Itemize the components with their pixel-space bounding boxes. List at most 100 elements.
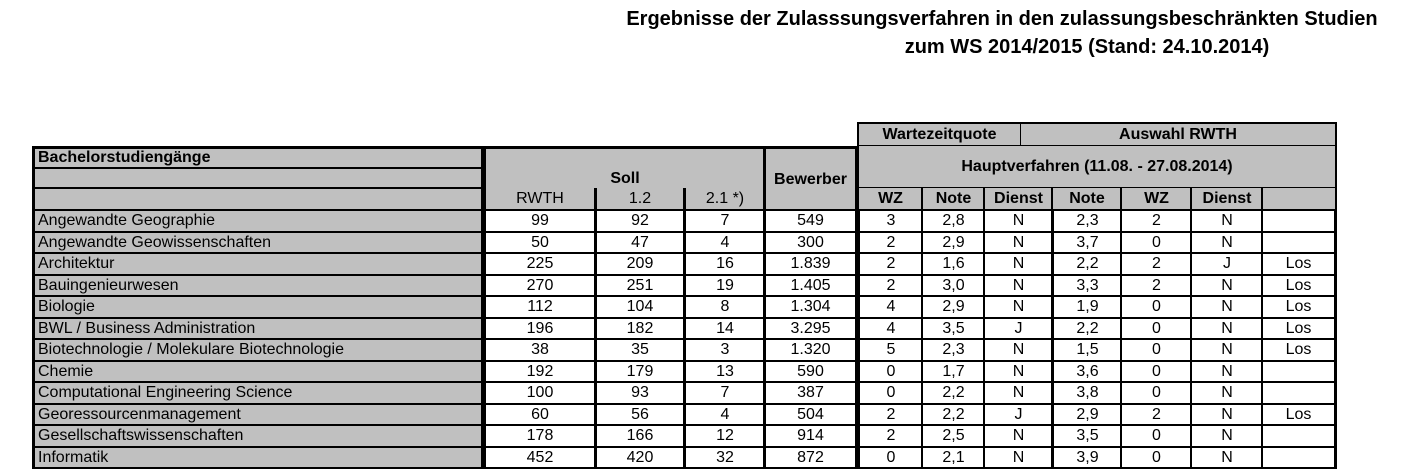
cell-dienst2: N (1190, 211, 1262, 233)
cell-q12: 93 (594, 383, 683, 405)
cell-dienst1: N (983, 297, 1052, 319)
cell-dienst2: N (1190, 362, 1262, 383)
cell-wz1: 2 (857, 426, 922, 448)
cell-q12: 209 (594, 254, 683, 276)
cell-los (1261, 426, 1337, 448)
cell-los (1261, 362, 1337, 383)
row-name: Chemie (32, 362, 484, 383)
cell-wz1: 0 (857, 383, 922, 405)
cell-q21: 8 (683, 297, 764, 319)
cell-wz1: 2 (857, 254, 922, 276)
cell-los: Los (1261, 319, 1337, 340)
row-name: Biologie (32, 297, 484, 319)
cell-note2: 1,5 (1051, 340, 1121, 362)
cell-bewerber: 549 (763, 211, 858, 233)
cell-dienst1: N (983, 340, 1052, 362)
hauptverfahren-header: Hauptverfahren (11.08. - 27.08.2014) (857, 146, 1337, 189)
cell-rwth: 38 (483, 340, 594, 362)
cell-wz1: 2 (857, 405, 922, 426)
cell-dienst2: N (1190, 297, 1262, 319)
cell-wz1: 2 (857, 233, 922, 254)
cell-note2: 3,5 (1051, 426, 1121, 448)
cell-note1: 3,5 (921, 319, 984, 340)
cell-wz1: 2 (857, 276, 922, 297)
cell-dienst2: N (1190, 383, 1262, 405)
cell-note1: 3,0 (921, 276, 984, 297)
cell-wz1: 4 (857, 319, 922, 340)
soll-col-1-2: 1.2 (594, 188, 683, 211)
cell-bewerber: 1.405 (763, 276, 858, 297)
cell-dienst2: N (1190, 340, 1262, 362)
cell-q21: 13 (683, 362, 764, 383)
cell-q12: 35 (594, 340, 683, 362)
auswahl-rwth-header: Auswahl RWTH (1021, 122, 1337, 147)
subheader-wz: WZ (857, 188, 922, 211)
cell-q21: 3 (683, 340, 764, 362)
cell-note1: 2,8 (921, 211, 984, 233)
cell-dienst1: N (983, 426, 1052, 448)
cell-note2: 3,7 (1051, 233, 1121, 254)
cell-note2: 3,3 (1051, 276, 1121, 297)
cell-dienst1: J (983, 405, 1052, 426)
cell-q12: 420 (594, 448, 683, 469)
cell-los: Los (1261, 276, 1337, 297)
cell-note1: 2,9 (921, 297, 984, 319)
cell-note1: 2,2 (921, 383, 984, 405)
cell-dienst1: N (983, 383, 1052, 405)
cell-los (1261, 233, 1337, 254)
cell-q12: 56 (594, 405, 683, 426)
subheader-dienst-rwth: Dienst (1190, 188, 1262, 211)
cell-los: Los (1261, 297, 1337, 319)
cell-wz2: 0 (1120, 340, 1191, 362)
cell-dienst2: N (1190, 405, 1262, 426)
cell-q21: 7 (683, 211, 764, 233)
cell-wz2: 2 (1120, 276, 1191, 297)
cell-rwth: 99 (483, 211, 594, 233)
cell-q21: 4 (683, 405, 764, 426)
cell-dienst2: N (1190, 426, 1262, 448)
cell-wz1: 3 (857, 211, 922, 233)
cell-bewerber: 914 (763, 426, 858, 448)
cell-wz2: 2 (1120, 405, 1191, 426)
cell-dienst1: N (983, 233, 1052, 254)
header-spacer-2 (32, 189, 484, 211)
cell-wz2: 0 (1120, 426, 1191, 448)
cell-note1: 2,9 (921, 233, 984, 254)
subheader-note-rwth: Note (1051, 188, 1121, 211)
cell-wz2: 0 (1120, 362, 1191, 383)
cell-bewerber: 387 (763, 383, 858, 405)
section-label: Bachelorstudiengänge (32, 146, 484, 169)
row-name: Informatik (32, 448, 484, 469)
page-subtitle: zum WS 2014/2015 (Stand: 24.10.2014) (904, 36, 1270, 58)
cell-rwth: 192 (483, 362, 594, 383)
subheader-los (1261, 188, 1337, 211)
cell-dienst2: N (1190, 233, 1262, 254)
cell-los: Los (1261, 254, 1337, 276)
cell-note1: 2,5 (921, 426, 984, 448)
cell-wz1: 0 (857, 362, 922, 383)
row-name: Angewandte Geographie (32, 211, 484, 233)
row-name: Computational Engineering Science (32, 383, 484, 405)
cell-wz1: 4 (857, 297, 922, 319)
cell-q12: 92 (594, 211, 683, 233)
cell-rwth: 112 (483, 297, 594, 319)
cell-dienst1: N (983, 211, 1052, 233)
cell-wz2: 0 (1120, 297, 1191, 319)
row-name: Georessourcenmanagement (32, 405, 484, 426)
cell-q21: 12 (683, 426, 764, 448)
cell-q12: 104 (594, 297, 683, 319)
cell-bewerber: 1.320 (763, 340, 858, 362)
cell-wz1: 5 (857, 340, 922, 362)
wartezeitquote-header: Wartezeitquote (857, 122, 1022, 147)
cell-wz2: 2 (1120, 211, 1191, 233)
cell-bewerber: 1.304 (763, 297, 858, 319)
bewerber-header: Bewerber (763, 146, 858, 211)
row-name: Architektur (32, 254, 484, 276)
cell-q21: 7 (683, 383, 764, 405)
row-name: Bauingenieurwesen (32, 276, 484, 297)
cell-wz2: 0 (1120, 233, 1191, 254)
cell-los: Los (1261, 405, 1337, 426)
cell-q12: 182 (594, 319, 683, 340)
cell-los (1261, 448, 1337, 469)
row-name: BWL / Business Administration (32, 319, 484, 340)
